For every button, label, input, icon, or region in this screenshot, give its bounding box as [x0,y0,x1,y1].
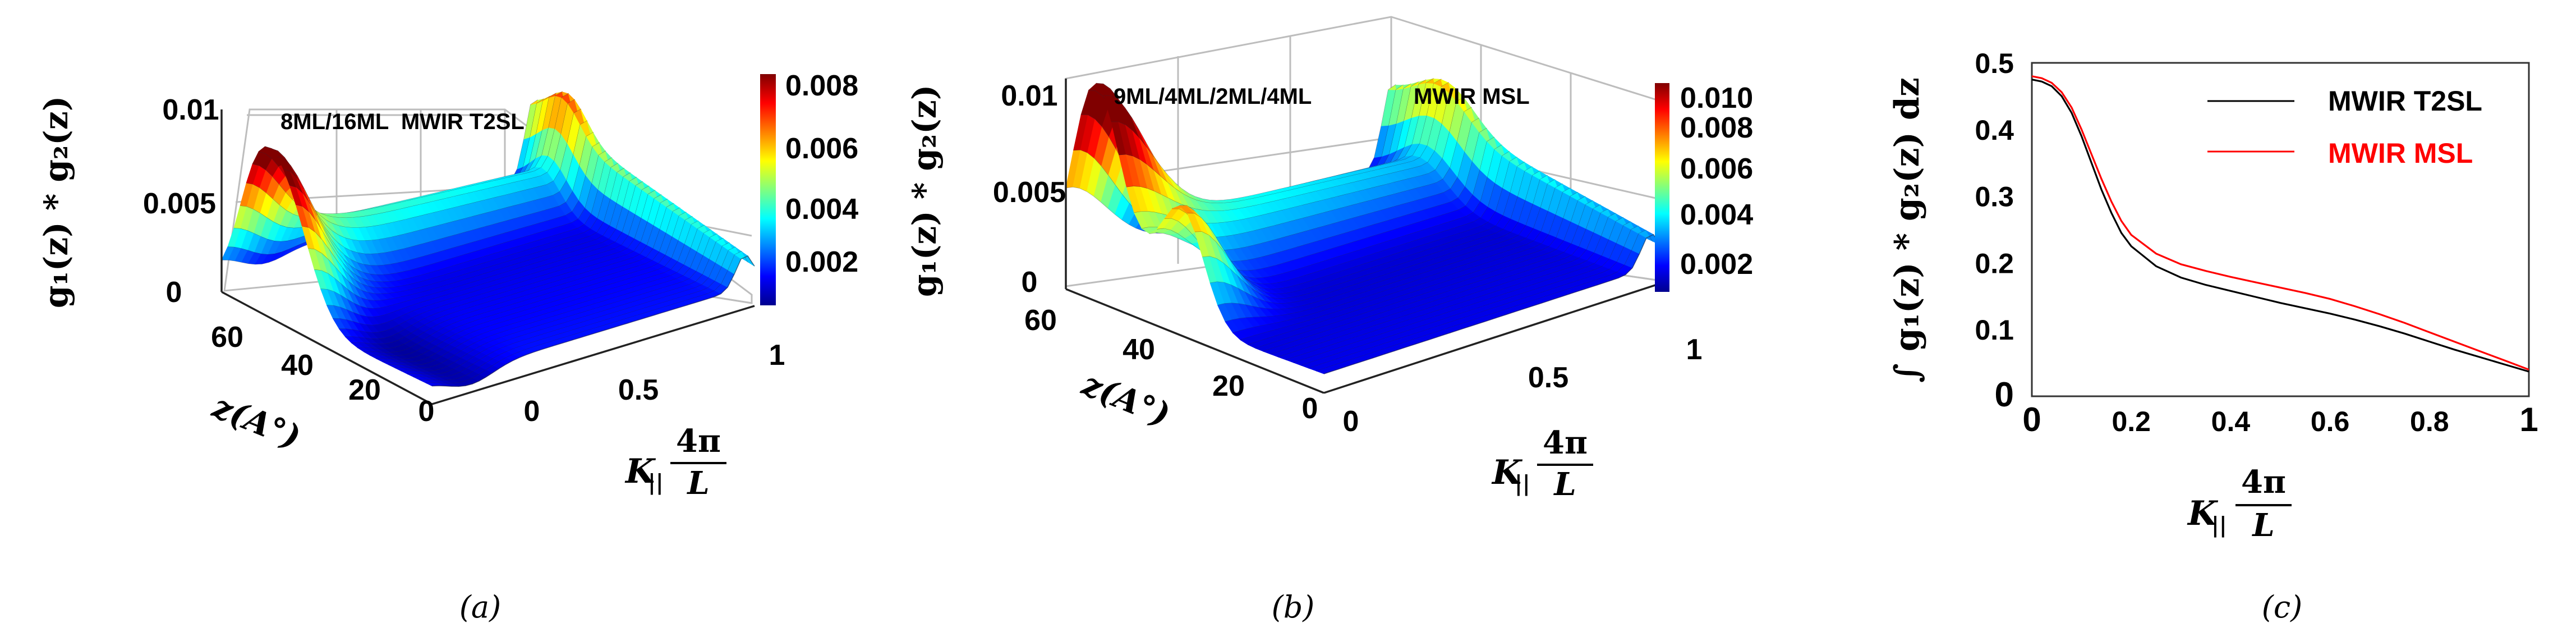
legend-label-msl: MWIR MSL [2328,138,2473,169]
panel-a-ytick-0: 0 [418,395,435,428]
panel-b-colorbar [1655,83,1669,292]
panel-c-xtick-0.8: 0.8 [2410,406,2449,437]
panel-c-ytick-0.2: 0.2 [1975,248,2014,279]
panel-a-ytick-20: 20 [348,374,381,406]
panel-b-ytick-0: 0 [1302,392,1318,425]
panel-a-zaxis-label: g₁(z) * g₂(z) [37,96,75,308]
panel-b-cb-tick-0.004: 0.004 [1680,199,1753,231]
panel-a-xlabel-k: K [624,452,656,491]
panel-b-cb-tick-0.002: 0.002 [1680,248,1753,281]
panel-a-xtick-0.5: 0.5 [618,374,659,406]
panel-a-cb-tick-0.002: 0.002 [785,246,858,278]
panel-c-xaxis-label: K || 4π L [2187,464,2292,544]
panel-c-ytick-0.1: 0.1 [1975,314,2014,346]
panel-b-zaxis-label: g₁(z) * g₂(z) [905,85,944,297]
panel-b-ytick-60: 60 [1024,304,1057,337]
panel-a-mesh-line [431,255,755,387]
panel-c-ytick-0.5: 0.5 [1975,48,2014,79]
panel-c-caption: (c) [2262,589,2302,625]
panel-a: 0 0.005 0.01 60 40 20 0 0 0.5 1 g₁(z) * … [37,70,858,625]
panel-b-xlabel-num: 4π [1543,424,1588,461]
panel-a-cb-tick-0.004: 0.004 [785,193,858,226]
panel-b-cb-tick-0.008: 0.008 [1680,112,1753,144]
panel-a-yaxis-label: z(A°) [207,387,306,456]
panel-c-series-msl [2031,75,2529,370]
panel-a-cb-tick-0.006: 0.006 [785,132,858,165]
panel-c-xlabel-den: L [2251,507,2274,544]
panel-b-caption: (b) [1272,589,1315,625]
panel-a-axes [220,109,755,405]
panel-b-ztick-0: 0 [1022,266,1038,299]
panel-c-xlabel-sub: || [2211,512,2227,537]
panel-c-ytick-0.4: 0.4 [1975,115,2014,146]
panel-a-xlabel-den: L [686,465,709,502]
panel-c-lines [2031,75,2529,373]
panel-b-ytick-20: 20 [1212,370,1245,402]
panel-c-series-t2sl [2031,79,2529,373]
panel-a-caption: (a) [459,589,501,625]
panel-a-cb-tick-0.008: 0.008 [785,70,858,102]
panel-b-axes [1065,79,1661,394]
panel-b-cb-tick-0.010: 0.010 [1680,82,1753,115]
panel-b-xlabel-k: K [1491,453,1523,492]
panel-c-xlabel-num: 4π [2241,464,2286,501]
panel-c-xtick-0.6: 0.6 [2311,406,2350,437]
panel-c-xtick-0.4: 0.4 [2211,406,2251,437]
panel-a-xtick-1: 1 [769,339,785,372]
panel-c-ytick-0: 0 [1995,376,2014,414]
panel-b-mesh-line [1323,233,1661,374]
panel-a-title: 8ML/16ML MWIR T2SL [280,109,525,134]
panel-a-ytick-60: 60 [211,321,243,354]
panel-c-xtick-0: 0 [2022,401,2041,438]
panel-c-xlabel-k: K [2187,494,2219,533]
panel-b-xlabel-sub: || [1515,470,1530,496]
panel-c-xticks: 0 0.2 0.4 0.6 0.8 1 [2022,401,2538,438]
panel-c: 0 0.1 0.2 0.3 0.4 0.5 0 0.2 0.4 0.6 0.8 1 MWIR T2S… [1888,48,2538,625]
panel-c-xtick-1: 1 [2519,401,2538,438]
panel-b-cb-tick-0.006: 0.006 [1680,153,1753,185]
panel-b-ztick-2: 0.01 [1001,80,1057,112]
panel-c-ytick-0.3: 0.3 [1975,181,2014,213]
panel-b-ytick-40: 40 [1123,333,1155,366]
panel-a-ytick-40: 40 [281,349,314,382]
panel-b-title-right: MWIR MSL [1414,84,1530,109]
panel-c-plot-area [2031,62,2530,397]
panel-a-colorbar-ticks: 0.002 0.004 0.006 0.008 [785,70,858,278]
panel-a-zlabel-tick-1: 0.005 [143,187,216,220]
panel-b-xtick-0.5: 0.5 [1528,361,1568,394]
panel-a-surface [221,91,755,387]
panel-b-xtick-1: 1 [1686,333,1703,366]
panel-b: 0 0.005 0.01 60 40 20 0 0 0.5 1 g₁(z) * … [905,16,1753,625]
panel-a-zlabel-tick-2: 0.01 [162,94,219,126]
panel-a-colorbar [760,74,776,305]
panel-b-surface [1065,78,1661,374]
panel-c-yaxis-label: ∫ g₁(z) * g₂(z) dz [1888,77,1927,383]
panel-b-ztick-1: 0.005 [993,176,1066,209]
legend-label-t2sl: MWIR T2SL [2328,85,2482,117]
panel-b-yaxis-label: z(A°) [1077,364,1175,434]
panel-b-title-left: 9ML/4ML/2ML/4ML [1114,84,1312,109]
panel-b-xlabel-den: L [1553,466,1576,503]
panel-c-yticks: 0 0.1 0.2 0.3 0.4 0.5 [1975,48,2014,414]
panel-c-legend: MWIR T2SL MWIR MSL [2207,85,2482,169]
panel-c-xtick-0.2: 0.2 [2112,406,2151,437]
panel-b-colorbar-ticks: 0.002 0.004 0.006 0.008 0.010 [1680,82,1753,281]
panel-b-xtick-0: 0 [1343,405,1359,438]
panel-a-xlabel-sub: || [648,469,664,495]
panel-a-xtick-0: 0 [524,395,540,428]
panel-a-xlabel-num: 4π [676,423,721,460]
panel-a-zlabel-tick-0: 0 [166,276,182,309]
panel-b-xaxis-label: K || 4π L [1491,424,1593,503]
panel-a-xaxis-label: K || 4π L [624,423,726,502]
